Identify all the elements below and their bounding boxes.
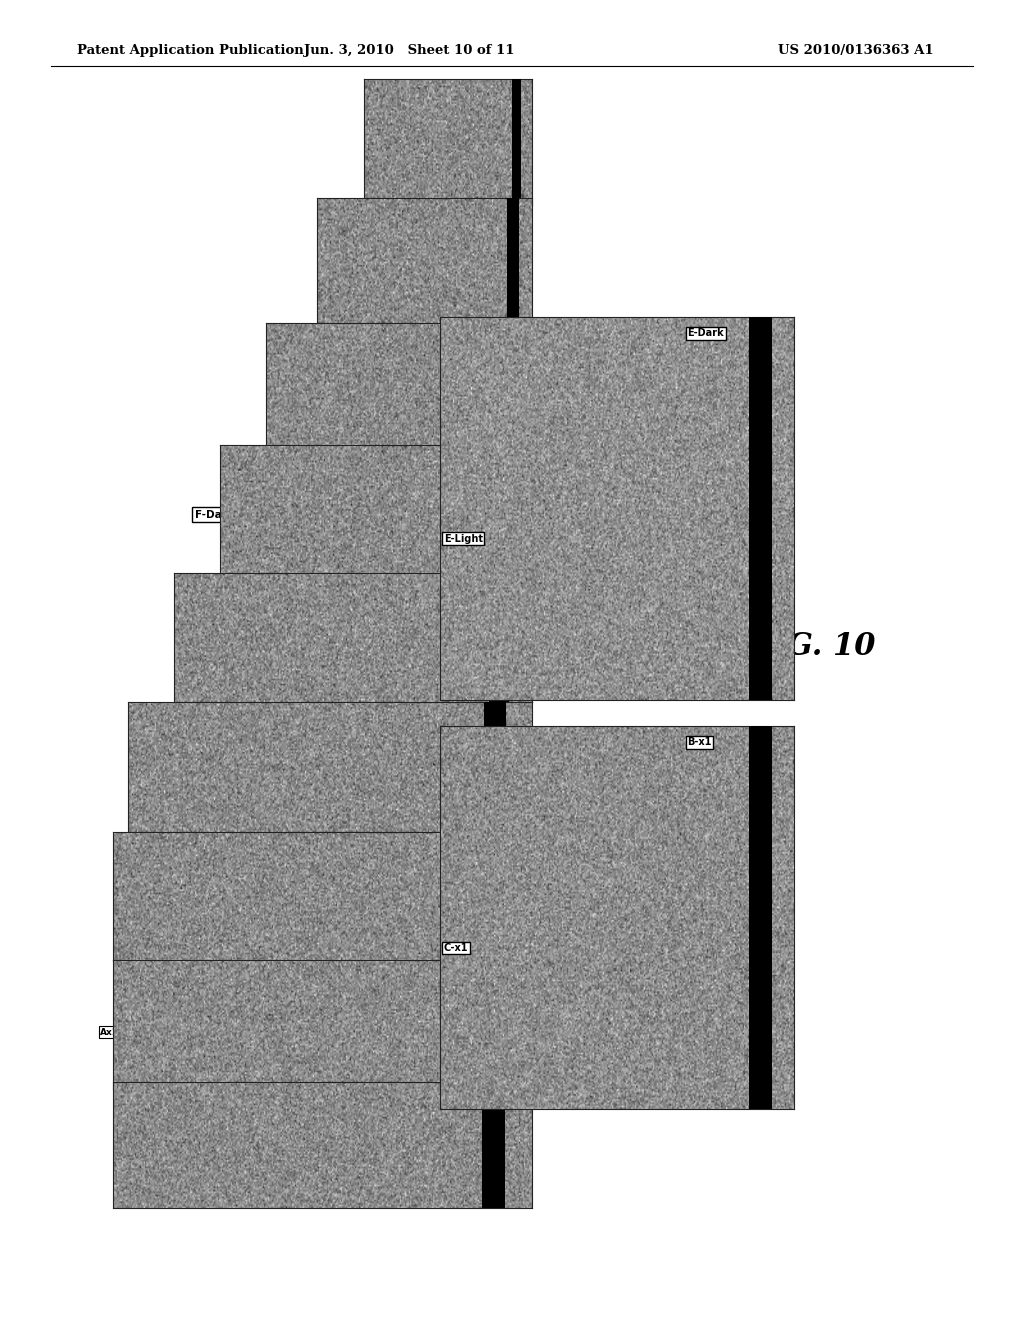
Text: A-x2: A-x2 [143,1015,166,1023]
Text: F-Dark: F-Dark [195,510,233,520]
Text: E-Dark: E-Dark [688,329,724,338]
Text: FIG. 10: FIG. 10 [752,631,877,663]
Bar [507,198,518,323]
Text: E-Light: E-Light [443,533,483,544]
Bar [489,573,509,702]
Text: Ax1: Ax1 [100,1028,120,1036]
Bar [482,960,505,1089]
Bar [482,1082,505,1208]
Bar [484,702,506,832]
Bar [482,832,505,961]
Bar [750,317,772,700]
Text: C-x1: C-x1 [443,942,468,953]
Bar [495,445,512,574]
Text: Patent Application Publication: Patent Application Publication [77,44,303,57]
Text: Jun. 3, 2010   Sheet 10 of 11: Jun. 3, 2010 Sheet 10 of 11 [304,44,515,57]
Text: US 2010/0136363 A1: US 2010/0136363 A1 [778,44,934,57]
Bar [512,79,521,205]
Bar [501,323,515,449]
Bar [750,726,772,1109]
Text: B-x1: B-x1 [688,738,712,747]
